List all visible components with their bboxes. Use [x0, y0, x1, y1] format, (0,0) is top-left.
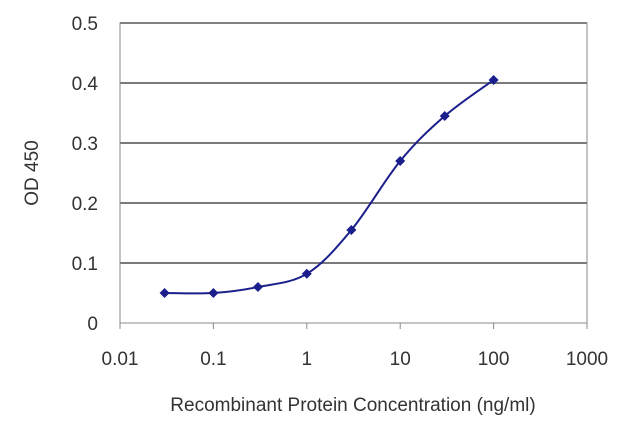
plot-area-frame [119, 22, 588, 324]
x-tick-label: 1000 [566, 349, 608, 370]
y-tick-label: 0 [87, 314, 98, 335]
data-point [395, 156, 406, 166]
series-curve [164, 79, 495, 295]
x-tick-label: 10 [390, 349, 411, 370]
data-point [488, 75, 499, 85]
x-tick-label: 100 [478, 349, 510, 370]
data-point [301, 268, 312, 279]
y-axis-ticks: 0 0.1 0.2 0.3 0.4 0.5 [72, 14, 99, 335]
x-tick-label: 0.1 [200, 349, 226, 370]
y-tick-label: 0.2 [72, 194, 98, 215]
data-points [159, 75, 499, 298]
y-tick-label: 0.4 [72, 74, 99, 95]
x-tick-label: 1 [302, 349, 313, 370]
data-point [439, 111, 450, 121]
data-point [252, 282, 263, 292]
y-axis-title: OD 450 [22, 140, 43, 205]
x-axis-title: Recombinant Protein Concentration (ng/ml… [170, 395, 535, 416]
x-axis-ticks: 0.01 0.1 1 10 100 1000 [102, 323, 608, 370]
data-point [208, 288, 219, 298]
y-tick-label: 0.1 [72, 254, 98, 275]
y-tick-label: 0.3 [72, 134, 98, 155]
x-tick-label: 0.01 [102, 349, 139, 370]
data-point [159, 288, 170, 298]
data-point [346, 225, 357, 235]
y-tick-label: 0.5 [72, 14, 98, 35]
